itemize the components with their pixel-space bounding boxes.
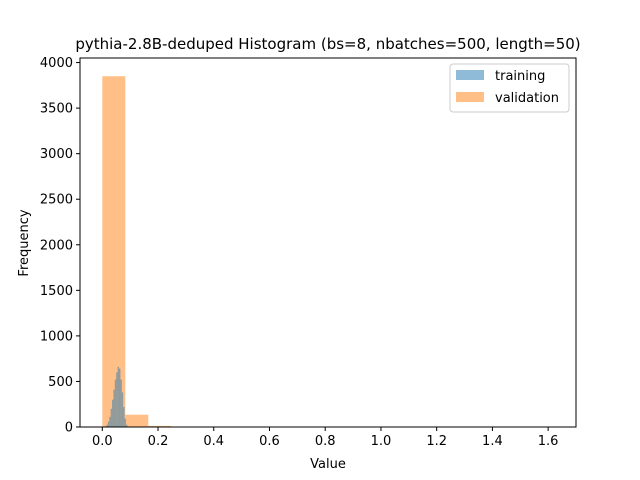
x-axis: 0.0 0.2 0.4 0.6 0.8 1.0 1.2 1.4 1.6: [92, 427, 559, 449]
x-tick-label: 0.0: [92, 434, 113, 449]
bar-validation-2: [148, 425, 172, 427]
y-tick-label: 2500: [40, 193, 73, 208]
bar-validation-1: [125, 414, 149, 427]
y-tick-label: 2000: [40, 238, 73, 253]
x-tick-label: 0.2: [148, 434, 169, 449]
series-validation: [102, 76, 563, 428]
x-tick-label: 0.6: [259, 434, 280, 449]
legend-swatch-training: [456, 70, 484, 80]
y-tick-label: 4000: [40, 56, 73, 71]
x-axis-label: Value: [310, 457, 346, 472]
bar-validation-0: [102, 76, 126, 427]
series-training: [105, 366, 128, 427]
bar-training-13: [123, 406, 125, 427]
chart-title: pythia-2.8B-deduped Histogram (bs=8, nba…: [75, 35, 580, 53]
bar-training-11: [120, 379, 122, 427]
bar-training-6: [113, 389, 115, 427]
bar-training-4: [110, 408, 113, 427]
bar-training-10: [119, 368, 121, 427]
x-tick-label: 1.0: [371, 434, 392, 449]
legend-label-training: training: [495, 69, 545, 84]
axes-frame: [79, 57, 577, 428]
bar-training-3: [109, 416, 111, 427]
bar-training-15: [125, 424, 128, 427]
y-tick-label: 1500: [40, 284, 73, 299]
legend-label-validation: validation: [495, 91, 559, 106]
y-tick-label: 1000: [40, 329, 73, 344]
bar-training-2: [107, 421, 110, 427]
y-axis: 0 500 1000 1500 2000 2500 3000 3500 4000: [40, 56, 80, 436]
x-tick-label: 1.2: [426, 434, 447, 449]
bars-layer: [102, 76, 563, 428]
y-tick-label: 3500: [40, 102, 73, 117]
x-tick-label: 0.8: [315, 434, 336, 449]
bar-training-14: [124, 418, 126, 427]
x-tick-label: 1.4: [482, 434, 503, 449]
bar-training-7: [114, 379, 117, 427]
y-tick-label: 3000: [40, 147, 73, 162]
y-axis-label: Frequency: [17, 209, 32, 276]
bar-training-9: [117, 366, 120, 427]
legend-swatch-validation: [456, 92, 484, 102]
y-tick-label: 0: [65, 421, 73, 436]
x-tick-label: 0.4: [203, 434, 224, 449]
bar-training-5: [112, 399, 114, 427]
y-tick-label: 500: [48, 375, 73, 390]
bar-training-8: [116, 372, 118, 427]
x-tick-label: 1.6: [538, 434, 559, 449]
bar-training-1: [106, 424, 108, 427]
legend: training validation: [449, 63, 570, 113]
bar-training-12: [121, 392, 124, 427]
